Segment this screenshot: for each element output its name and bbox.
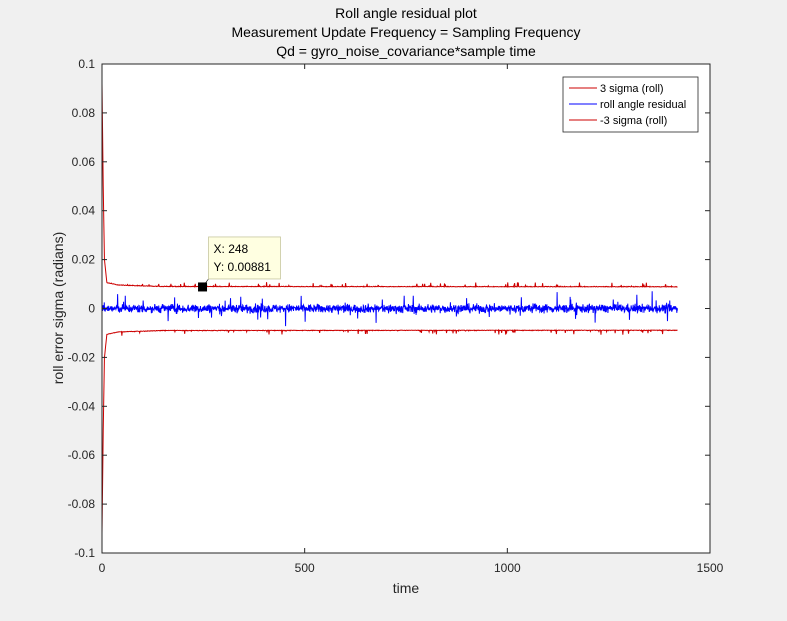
x-tick-label: 0 — [99, 561, 106, 575]
data-tip-x-label: X: 248 — [214, 242, 249, 256]
y-tick-label: 0.1 — [78, 57, 95, 71]
data-tip-y-label: Y: 0.00881 — [214, 260, 272, 274]
x-tick-label: 1000 — [494, 561, 521, 575]
series-line-neg-3-sigma — [101, 328, 678, 534]
x-axis-label: time — [393, 580, 420, 596]
y-tick-label: -0.04 — [68, 399, 96, 413]
y-axis-label: roll error sigma (radians) — [50, 232, 66, 384]
series-line-residual — [101, 291, 678, 327]
series-layer — [101, 83, 678, 534]
title-line-3: Qd = gyro_noise_covariance*sample time — [276, 43, 536, 59]
data-tip-marker[interactable] — [198, 282, 208, 292]
data-tip[interactable]: X: 248 Y: 0.00881 — [198, 236, 281, 292]
y-tick-label: 0.04 — [72, 204, 96, 218]
y-tick-label: -0.02 — [68, 350, 96, 364]
legend-label-neg-3-sigma: -3 sigma (roll) — [600, 115, 667, 127]
chart-title: Roll angle residual plot Measurement Upd… — [231, 5, 580, 59]
y-tick-label: 0 — [88, 302, 95, 316]
y-tick-label: 0.02 — [72, 253, 96, 267]
x-axis-ticks: 0 500 1000 1500 — [99, 64, 724, 575]
legend-label-3-sigma: 3 sigma (roll) — [600, 83, 664, 95]
legend-label-residual: roll angle residual — [600, 99, 686, 111]
y-tick-label: 0.08 — [72, 106, 96, 120]
legend: 3 sigma (roll) roll angle residual -3 si… — [562, 76, 699, 133]
y-tick-label: -0.08 — [68, 497, 96, 511]
y-axis-ticks: -0.1 -0.08 -0.06 -0.04 -0.02 0 0.02 0.04 0.06 0.0… — [68, 57, 710, 560]
title-line-2: Measurement Update Frequency = Sampling … — [231, 24, 580, 40]
y-tick-label: -0.06 — [68, 448, 96, 462]
data-tip-box — [208, 236, 281, 280]
x-tick-label: 500 — [295, 561, 315, 575]
y-tick-label: 0.06 — [72, 155, 96, 169]
x-tick-label: 1500 — [697, 561, 724, 575]
y-tick-label: -0.1 — [74, 546, 95, 560]
series-line-3-sigma — [101, 83, 678, 289]
title-line-1: Roll angle residual plot — [335, 5, 477, 21]
